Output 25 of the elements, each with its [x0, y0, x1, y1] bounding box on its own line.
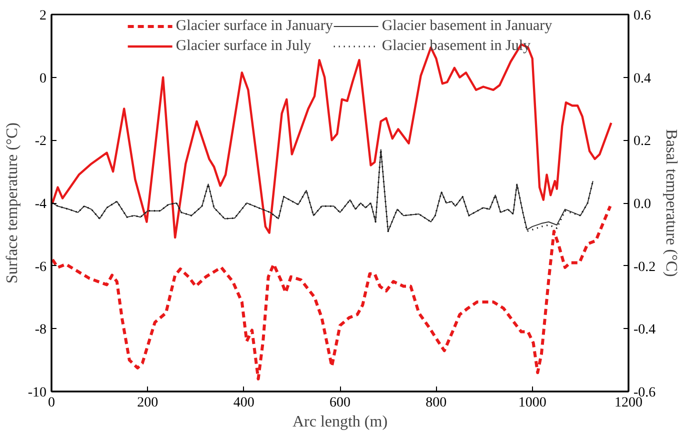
y2-tick-label: -0.2: [634, 260, 656, 275]
y2-tick-label: 0.6: [634, 8, 651, 24]
legend-label: Glacier surface in January: [176, 18, 333, 34]
y-tick-label: -4: [34, 197, 47, 212]
y2-tick-label: -0.4: [634, 322, 656, 338]
x-axis-title: Arc length (m): [292, 414, 388, 430]
y-tick-label: 2: [40, 8, 46, 24]
y2-tick-label: 0.2: [634, 134, 651, 150]
legend-label: Glacier basement in January: [382, 18, 552, 34]
x-tick-label: 600: [330, 396, 350, 410]
x-tick-label: 400: [233, 396, 254, 410]
y2-axis-title: Basal temperature (°C): [662, 129, 680, 277]
legend-label: Glacier surface in July: [176, 38, 312, 54]
y-tick-label: -8: [34, 322, 47, 338]
line-series: [52, 204, 612, 380]
y-tick-label: -6: [34, 260, 47, 275]
x-tick-label: 800: [426, 396, 447, 410]
y-tick-label: -2: [34, 134, 47, 150]
x-tick-label: 200: [137, 396, 158, 410]
y-tick-label: -10: [28, 386, 47, 400]
y2-tick-label: 0.0: [634, 197, 651, 212]
y-axis-title: Surface temperature (°C): [4, 122, 21, 284]
y2-tick-label: 0.4: [634, 71, 651, 86]
y-tick-label: 0: [40, 71, 46, 86]
x-tick-label: 1000: [518, 396, 546, 410]
